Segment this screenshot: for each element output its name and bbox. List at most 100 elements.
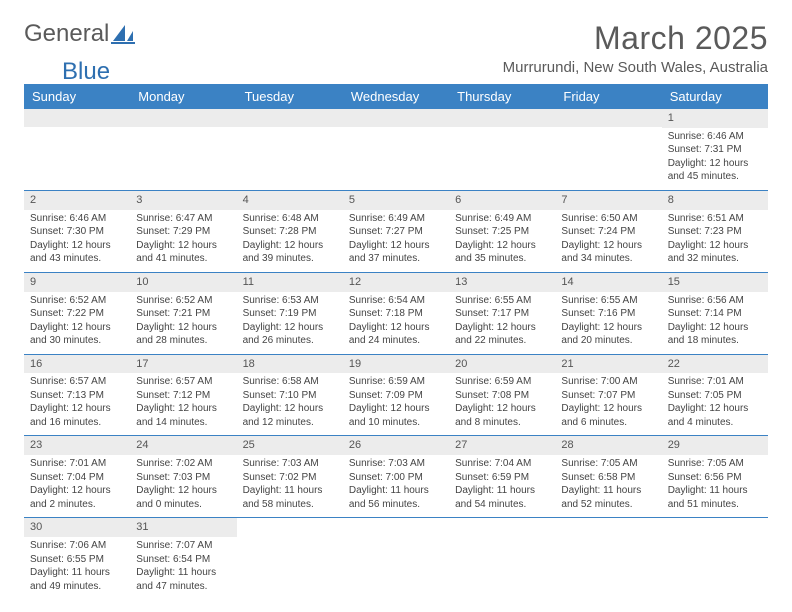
day-info-line: Sunset: 7:18 PM [349,307,443,321]
calendar-day-cell: 16Sunrise: 6:57 AMSunset: 7:13 PMDayligh… [24,354,130,436]
day-number: 3 [130,191,236,210]
day-info-line: Daylight: 12 hours [136,239,230,253]
day-info-line: Sunrise: 6:57 AM [136,375,230,389]
day-info-line: Sunrise: 6:52 AM [136,294,230,308]
day-info-line: and 16 minutes. [30,416,124,430]
day-number: 29 [662,436,768,455]
calendar-body: 1Sunrise: 6:46 AMSunset: 7:31 PMDaylight… [24,109,768,599]
day-number: 9 [24,273,130,292]
day-info-line: Sunset: 7:12 PM [136,389,230,403]
day-info-line: Daylight: 12 hours [455,239,549,253]
calendar-day-cell: 19Sunrise: 6:59 AMSunset: 7:09 PMDayligh… [343,354,449,436]
day-info-line: Sunrise: 6:59 AM [455,375,549,389]
day-header: Monday [130,84,236,109]
calendar-day-cell [449,518,555,599]
day-info-line: and 32 minutes. [668,252,762,266]
header: General March 2025 Murrurundi, New South… [24,20,768,76]
day-info-line: and 28 minutes. [136,334,230,348]
day-info-line: Sunset: 6:59 PM [455,471,549,485]
location-subtitle: Murrurundi, New South Wales, Australia [503,59,768,76]
day-info-line: and 14 minutes. [136,416,230,430]
calendar-day-cell: 9Sunrise: 6:52 AMSunset: 7:22 PMDaylight… [24,272,130,354]
day-info-line: Sunset: 6:58 PM [561,471,655,485]
day-info-line: Sunset: 7:07 PM [561,389,655,403]
day-number: 13 [449,273,555,292]
day-info-line: Sunset: 7:28 PM [243,225,337,239]
day-info-line: Sunset: 7:27 PM [349,225,443,239]
day-info-line: Sunset: 7:30 PM [30,225,124,239]
day-header: Tuesday [237,84,343,109]
day-info-line: Daylight: 11 hours [561,484,655,498]
day-info-line: Sunrise: 6:54 AM [349,294,443,308]
calendar-week-row: 23Sunrise: 7:01 AMSunset: 7:04 PMDayligh… [24,436,768,518]
day-info-line: and 43 minutes. [30,252,124,266]
day-info-line: and 45 minutes. [668,170,762,184]
calendar-day-cell: 25Sunrise: 7:03 AMSunset: 7:02 PMDayligh… [237,436,343,518]
calendar-day-cell: 22Sunrise: 7:01 AMSunset: 7:05 PMDayligh… [662,354,768,436]
day-number: 28 [555,436,661,455]
day-number: 15 [662,273,768,292]
day-info-line: Sunrise: 6:46 AM [30,212,124,226]
day-info-line: and 51 minutes. [668,498,762,512]
day-info-line: and 20 minutes. [561,334,655,348]
calendar-week-row: 1Sunrise: 6:46 AMSunset: 7:31 PMDaylight… [24,109,768,190]
day-header: Thursday [449,84,555,109]
day-info-line: Sunrise: 7:01 AM [30,457,124,471]
day-info-line: Sunset: 7:22 PM [30,307,124,321]
calendar-day-cell: 10Sunrise: 6:52 AMSunset: 7:21 PMDayligh… [130,272,236,354]
day-info-line: Sunrise: 6:50 AM [561,212,655,226]
day-info-line: and 0 minutes. [136,498,230,512]
day-info-line: Daylight: 12 hours [30,484,124,498]
day-info-line: Daylight: 12 hours [349,239,443,253]
calendar-day-cell: 12Sunrise: 6:54 AMSunset: 7:18 PMDayligh… [343,272,449,354]
day-info-line: Sunset: 7:03 PM [136,471,230,485]
calendar-day-cell: 31Sunrise: 7:07 AMSunset: 6:54 PMDayligh… [130,518,236,599]
calendar-week-row: 9Sunrise: 6:52 AMSunset: 7:22 PMDaylight… [24,272,768,354]
day-info-line: Sunrise: 7:02 AM [136,457,230,471]
day-info-line: and 56 minutes. [349,498,443,512]
title-block: March 2025 Murrurundi, New South Wales, … [503,20,768,76]
calendar-table: SundayMondayTuesdayWednesdayThursdayFrid… [24,84,768,599]
day-info-line: Sunset: 7:23 PM [668,225,762,239]
day-info-line: Sunset: 7:31 PM [668,143,762,157]
day-info-line: Daylight: 12 hours [243,321,337,335]
calendar-week-row: 2Sunrise: 6:46 AMSunset: 7:30 PMDaylight… [24,190,768,272]
day-number: 26 [343,436,449,455]
calendar-day-cell: 26Sunrise: 7:03 AMSunset: 7:00 PMDayligh… [343,436,449,518]
day-info-line: and 24 minutes. [349,334,443,348]
day-info-line: Daylight: 12 hours [30,239,124,253]
day-info-line: and 37 minutes. [349,252,443,266]
day-info-line: Daylight: 12 hours [136,402,230,416]
day-info-line: Sunrise: 6:49 AM [349,212,443,226]
day-info-line: Daylight: 12 hours [136,484,230,498]
calendar-day-cell: 29Sunrise: 7:05 AMSunset: 6:56 PMDayligh… [662,436,768,518]
logo-text-1: General [24,20,109,48]
calendar-day-cell: 2Sunrise: 6:46 AMSunset: 7:30 PMDaylight… [24,190,130,272]
calendar-day-cell: 5 Sunrise: 6:49 AMSunset: 7:27 PMDaylight… [343,190,449,272]
day-info-line: Sunrise: 6:46 AM [668,130,762,144]
calendar-day-cell: 14Sunrise: 6:55 AMSunset: 7:16 PMDayligh… [555,272,661,354]
day-info-line: Daylight: 11 hours [30,566,124,580]
day-info-line: Sunrise: 7:04 AM [455,457,549,471]
day-info-line: and 41 minutes. [136,252,230,266]
calendar-day-cell [343,518,449,599]
day-info-line: Daylight: 12 hours [668,402,762,416]
day-info-line: Daylight: 12 hours [30,321,124,335]
day-number: 22 [662,355,768,374]
day-info-line: Sunset: 7:04 PM [30,471,124,485]
day-info-line: Daylight: 12 hours [243,402,337,416]
calendar-day-cell [662,518,768,599]
day-info-line: Sunrise: 6:57 AM [30,375,124,389]
day-info-line: Sunrise: 7:05 AM [561,457,655,471]
calendar-day-cell [449,109,555,190]
calendar-day-cell [343,109,449,190]
day-info-line: and 34 minutes. [561,252,655,266]
calendar-day-cell [24,109,130,190]
day-number: 5 [343,191,449,210]
day-info-line: Daylight: 12 hours [349,321,443,335]
day-info-line: Daylight: 12 hours [30,402,124,416]
logo-sail-icon [111,23,137,45]
calendar-day-cell: 11Sunrise: 6:53 AMSunset: 7:19 PMDayligh… [237,272,343,354]
day-info-line: Sunset: 7:21 PM [136,307,230,321]
day-info-line: Sunrise: 7:03 AM [243,457,337,471]
